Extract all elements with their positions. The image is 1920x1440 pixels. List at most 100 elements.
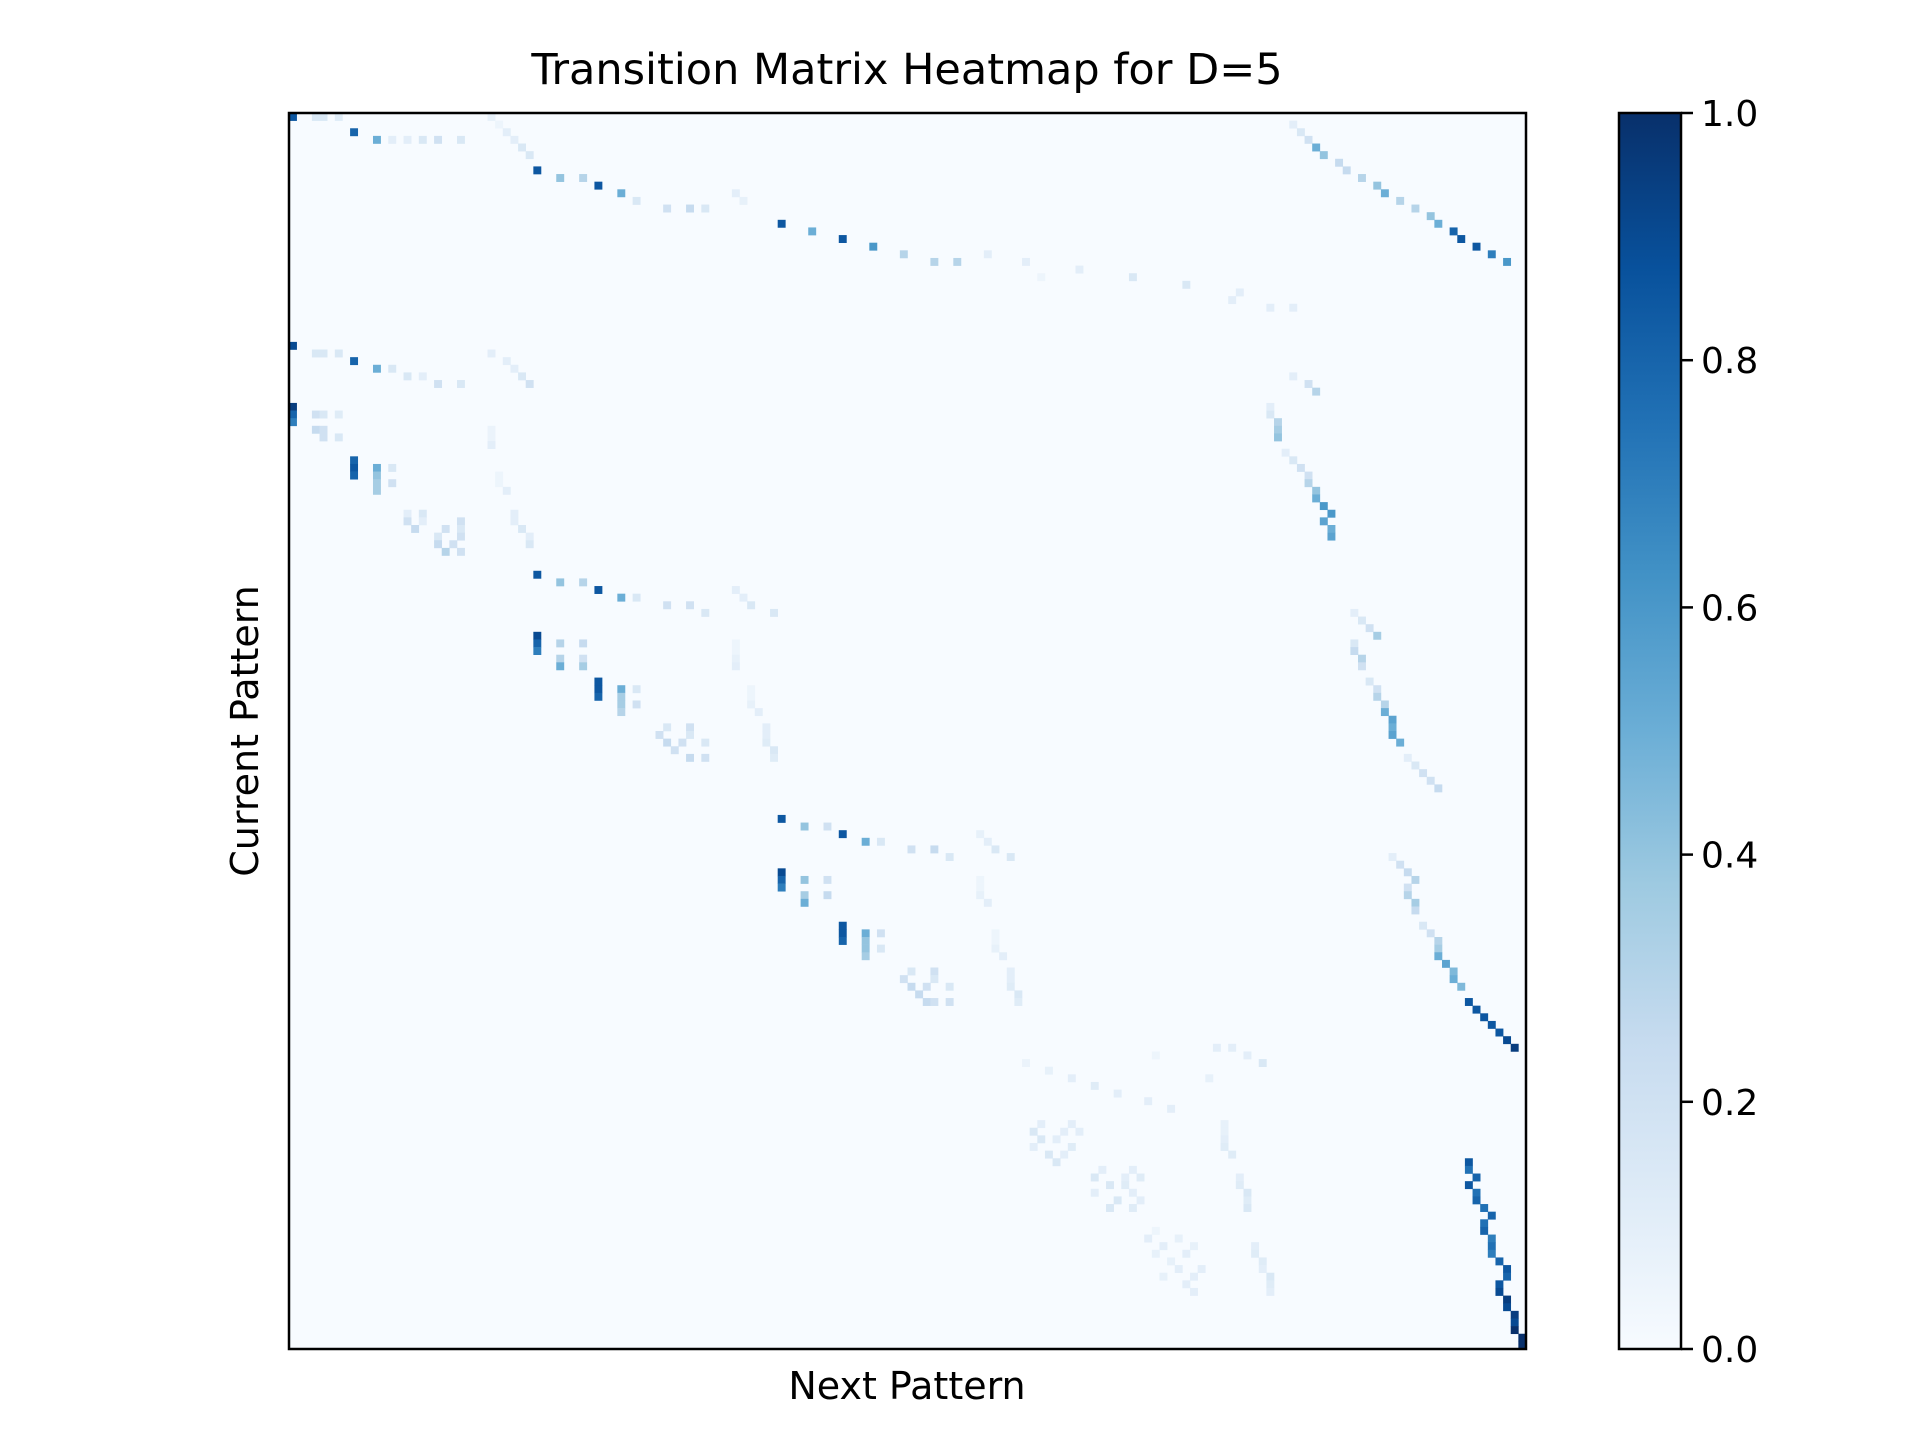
heatmap-cell [1350,608,1359,617]
heatmap-cell [1235,1181,1244,1190]
heatmap-cell [518,143,527,152]
heatmap-cell [686,601,694,610]
heatmap-cell [1251,1249,1260,1258]
heatmap-cell [334,113,343,121]
heatmap-cell [1205,1074,1214,1083]
heatmap-cell [876,944,885,953]
heatmap-cell [525,151,534,160]
heatmap-cell [1327,532,1336,541]
heatmap-cell [1411,906,1420,915]
heatmap-cell [594,586,603,594]
heatmap-cell [617,685,626,694]
heatmap-cell [289,402,297,411]
heatmap-cell [632,196,641,205]
heatmap-cell [434,532,443,541]
heatmap-cell [456,135,465,144]
heatmap-cell [747,601,756,610]
heatmap-cell [403,517,412,526]
heatmap-cell [441,547,450,556]
heatmap-cell [731,654,740,663]
heatmap-cell [1411,875,1420,884]
heatmap-cell [1304,380,1313,388]
heatmap-cell [579,654,588,663]
heatmap-cell [1113,1196,1122,1205]
heatmap-cell [487,441,496,449]
heatmap-cell [632,700,641,709]
heatmap-cell [594,692,603,701]
chart-title: Transition Matrix Heatmap for D=5 [530,45,1282,95]
heatmap-cell [678,738,687,747]
heatmap-cell [632,593,641,602]
heatmap-cell [1296,463,1305,472]
heatmap-cell [1159,1242,1168,1251]
heatmap-cell [1411,898,1420,907]
heatmap-cell [1426,929,1435,938]
heatmap-cell [1350,647,1359,655]
heatmap-cell [533,647,542,655]
heatmap-cell [434,135,443,144]
heatmap-cell [372,463,381,472]
heatmap-cell [1167,1257,1176,1266]
heatmap-cell [1212,1043,1221,1052]
heatmap-cell [1503,1272,1512,1281]
heatmap-cell [617,593,626,602]
heatmap-cell [518,372,527,381]
heatmap-cell [899,250,908,259]
heatmap-cell [922,998,931,1006]
heatmap-cell [1472,1188,1481,1197]
heatmap-cell [770,746,778,755]
heatmap-cell [1312,486,1321,495]
heatmap-cell [1472,1173,1481,1182]
heatmap-cell [800,875,809,884]
heatmap-cell [1319,151,1328,160]
heatmap-cell [1434,219,1443,228]
heatmap-cell [1403,891,1412,900]
heatmap-cell [1319,502,1328,511]
heatmap-cell [1365,677,1374,686]
heatmap-cell [1434,937,1443,945]
heatmap-cell [1304,471,1313,480]
heatmap-cell [930,845,939,854]
heatmap-cell [372,471,381,480]
heatmap-cell [1167,1104,1176,1113]
heatmap-cell [1220,1135,1229,1144]
heatmap-cell [1151,1249,1160,1258]
heatmap-cell [1472,1196,1481,1205]
heatmap-cell [899,975,908,984]
heatmap-cell [1495,1287,1504,1296]
heatmap-cell [1258,1265,1267,1273]
heatmap-cell [1128,273,1137,282]
heatmap-cell [495,471,504,480]
heatmap-cell [800,822,809,831]
heatmap-cell [510,135,519,144]
heatmap-cell [1464,998,1473,1006]
colorbar-gradient [1617,111,1683,1351]
heatmap-cell [403,372,412,381]
heatmap-cell [372,135,381,144]
heatmap-cell [945,853,954,861]
heatmap-cell [1151,1226,1160,1235]
heatmap-cell [1403,883,1412,892]
heatmap-cell [1006,853,1015,861]
heatmap-cell [1480,1219,1489,1228]
heatmap-cell [1220,1143,1229,1151]
heatmap-cell [1266,402,1275,411]
heatmap-cell [1442,959,1450,968]
heatmap-cell [311,113,320,121]
heatmap-cell [838,937,847,945]
heatmap-cell [1190,1287,1198,1296]
heatmap-cell [632,685,641,694]
heatmap-cell [670,746,679,755]
heatmap-cell [1396,860,1405,869]
heatmap-cell [1342,166,1351,175]
heatmap-cell [594,181,603,190]
heatmap-cell [289,410,297,419]
heatmap-cell [1380,189,1389,198]
heatmap-cell [319,410,328,419]
heatmap-cell [1136,1196,1145,1205]
heatmap-cell [556,578,565,587]
heatmap-cell [861,937,870,945]
heatmap-cell [1312,494,1321,503]
heatmap-cell [533,166,542,175]
colorbar: 0.0 0.2 0.4 0.6 0.8 1.0 [1617,94,1758,1371]
